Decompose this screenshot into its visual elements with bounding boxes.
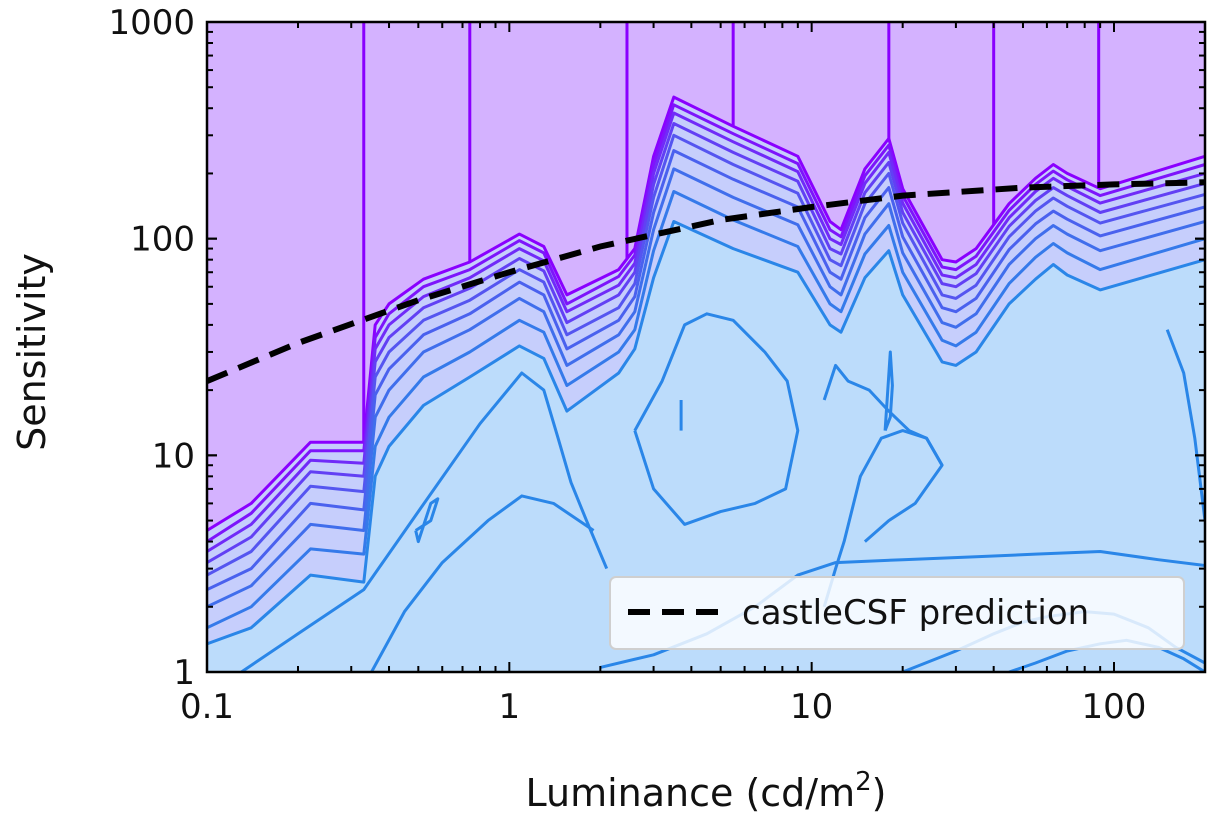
castlecsf-prediction-line (207, 179, 1205, 384)
plot-frame (205, 20, 1207, 674)
contour-level-line (207, 95, 1205, 532)
contour-level-line (207, 167, 1205, 609)
x-tick-label: 1 (499, 687, 521, 727)
inner-contour-line (1165, 329, 1205, 521)
contour-lines (207, 95, 1205, 646)
x-tick-label: 10 (790, 687, 833, 727)
x-tick-label: 100 (1082, 687, 1147, 727)
legend: castleCSF prediction (609, 576, 1185, 650)
inner-contour-line (240, 371, 609, 672)
contour-fill-inner (207, 221, 1205, 672)
y-axis-title: Sensitivity (10, 253, 54, 451)
x-axis-title-end: ) (872, 771, 887, 815)
x-axis-title: Luminance (cd/m2) (526, 767, 887, 815)
y-tick-label: 100 (130, 220, 195, 260)
contour-level-line (207, 111, 1205, 553)
x-axis-ticks: 0.1 1 10 100 (180, 22, 1206, 727)
y-axis-ticks: 1 10 100 1000 (108, 3, 1205, 693)
plot-area (207, 22, 1205, 672)
contour-level-line (207, 133, 1205, 577)
x-axis-title-superscript: 2 (855, 767, 872, 797)
legend-box (609, 576, 1185, 650)
contour-level-line (207, 149, 1205, 591)
inner-contour-line (883, 350, 894, 432)
contour-level-line (207, 122, 1205, 564)
contour-level-line (207, 103, 1205, 543)
y-tick-label: 10 (152, 436, 195, 476)
y-tick-label: 1 (173, 653, 195, 693)
inner-contour-line (370, 494, 595, 672)
x-axis-title-main: Luminance (cd/m (526, 771, 856, 815)
contour-level-line (207, 220, 1205, 646)
inner-contour-line (633, 312, 800, 526)
inner-contour-line (414, 497, 440, 544)
contour-vertical-edges (362, 22, 1101, 443)
x-tick-label: 0.1 (180, 687, 234, 727)
inner-contour-line (822, 429, 944, 608)
y-tick-label: 1000 (108, 3, 195, 43)
legend-label-prediction: castleCSF prediction (742, 593, 1089, 633)
